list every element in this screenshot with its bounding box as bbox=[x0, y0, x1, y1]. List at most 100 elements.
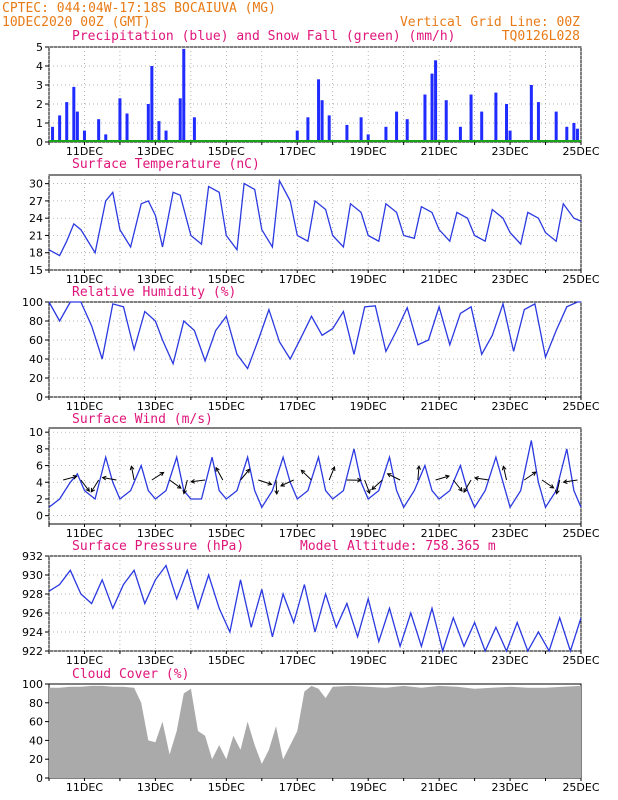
y-tick-label: 20 bbox=[29, 372, 43, 385]
wind-vector bbox=[452, 479, 463, 492]
x-tick-label: 19DEC bbox=[350, 145, 387, 158]
wind-vector-head bbox=[215, 466, 220, 472]
x-tick-label: 25DEC bbox=[562, 273, 599, 286]
y-tick-label: 18 bbox=[29, 247, 43, 260]
y-tick-label: 924 bbox=[22, 626, 43, 639]
precip-bar bbox=[118, 98, 122, 142]
precip-bar bbox=[480, 111, 484, 142]
frame-humidity bbox=[48, 301, 582, 398]
x-tick-label: 11DEC bbox=[66, 400, 103, 413]
y-tick-label: 926 bbox=[22, 607, 43, 620]
wind-vector-head bbox=[274, 490, 279, 496]
x-tick-label: 23DEC bbox=[492, 400, 529, 413]
y-tick-label: 27 bbox=[29, 195, 43, 208]
precip-bar bbox=[58, 115, 62, 142]
x-tick-label: 11DEC bbox=[66, 273, 103, 286]
y-tick-label: 21 bbox=[29, 229, 43, 242]
y-tick-label: 922 bbox=[22, 645, 43, 658]
wind-vector bbox=[80, 479, 90, 492]
precip-bar bbox=[182, 48, 186, 142]
frame-temperature bbox=[48, 174, 582, 271]
x-tick-label: 17DEC bbox=[279, 527, 316, 540]
x-tick-label: 25DEC bbox=[562, 400, 599, 413]
y-tick-label: 15 bbox=[29, 264, 43, 277]
wind-vector bbox=[435, 475, 450, 481]
x-tick-label: 13DEC bbox=[137, 145, 174, 158]
wind-vector-head bbox=[190, 479, 196, 484]
wind-vector bbox=[387, 473, 401, 481]
x-tick-label: 19DEC bbox=[350, 400, 387, 413]
wind-vector bbox=[240, 468, 250, 481]
header-grid-note: Vertical Grid Line: 00Z bbox=[400, 15, 580, 30]
precip-bar bbox=[51, 126, 55, 142]
x-tick-label: 19DEC bbox=[350, 527, 387, 540]
precip-bar bbox=[178, 98, 182, 142]
wind-vector bbox=[563, 479, 578, 483]
y-tick-label: 930 bbox=[22, 569, 43, 582]
x-tick-label: 13DEC bbox=[137, 781, 174, 794]
precip-bar bbox=[125, 113, 129, 142]
title-humidity: Relative Humidity (%) bbox=[72, 285, 236, 300]
plot-precipitation: 0 1 2 3 4 5 11DEC 13DEC 15DEC 17DEC 19DEC 21DEC 23DE… bbox=[36, 41, 600, 158]
wind-vector-head bbox=[531, 471, 537, 476]
precip-bar bbox=[157, 121, 161, 142]
precip-bar bbox=[494, 92, 498, 142]
y-tick-label: 4 bbox=[36, 60, 43, 73]
frame-pressure bbox=[48, 555, 582, 652]
x-tick-label: 23DEC bbox=[492, 781, 529, 794]
wind-vector-head bbox=[245, 468, 251, 474]
wind-vector bbox=[556, 479, 561, 494]
wind-vector bbox=[215, 467, 224, 481]
x-tick-label: 21DEC bbox=[421, 145, 458, 158]
precip-bar bbox=[345, 124, 349, 142]
precip-bar bbox=[82, 130, 86, 142]
y-tick-label: 24 bbox=[29, 212, 43, 225]
wind-vector-head bbox=[463, 488, 468, 494]
wind-vector-head bbox=[501, 465, 507, 471]
wind-vector-head bbox=[72, 474, 78, 480]
precip-bar bbox=[164, 130, 168, 142]
y-tick-label: 40 bbox=[29, 353, 43, 366]
plot-cloud-cover: 0 20 40 60 80 100 11DEC 13DEC 15DEC 17DEC 19DEC 21D… bbox=[22, 678, 600, 794]
panel-humidity: Relative Humidity (%) 0 20 40 60 80 100 11DEC 1… bbox=[22, 285, 600, 413]
wind-vector bbox=[183, 479, 188, 494]
y-tick-label: 80 bbox=[29, 315, 43, 328]
wind-vector-head bbox=[371, 485, 377, 491]
x-tick-label: 17DEC bbox=[279, 273, 316, 286]
wind-vector-head bbox=[416, 464, 422, 470]
wind-vector-head bbox=[85, 487, 90, 493]
wind-vector bbox=[90, 479, 100, 493]
precip-bar bbox=[536, 102, 540, 142]
x-tick-label: 17DEC bbox=[279, 781, 316, 794]
x-tick-label: 15DEC bbox=[208, 145, 245, 158]
precip-bar bbox=[508, 130, 512, 142]
wind-vector bbox=[463, 479, 472, 493]
precip-bar bbox=[320, 100, 324, 142]
precip-bar bbox=[395, 111, 399, 142]
wind-vector-head bbox=[159, 471, 165, 477]
precip-bar bbox=[366, 134, 370, 142]
x-tick-label: 19DEC bbox=[350, 273, 387, 286]
x-tick-label: 19DEC bbox=[350, 781, 387, 794]
x-tick-label: 15DEC bbox=[208, 527, 245, 540]
plot-temperature: 15 18 21 24 27 30 11DEC 13DEC 15DEC 17DEC 19DEC 21D… bbox=[29, 175, 600, 286]
y-tick-label: 1 bbox=[36, 117, 43, 130]
series-line bbox=[48, 564, 582, 654]
precip-bar bbox=[469, 94, 473, 142]
precip-bar bbox=[65, 102, 69, 142]
wind-vector bbox=[364, 479, 371, 494]
wind-vector bbox=[371, 479, 383, 490]
wind-vector-head bbox=[549, 484, 555, 489]
x-tick-label: 23DEC bbox=[492, 145, 529, 158]
wind-vector-head bbox=[562, 479, 568, 484]
model-altitude: Model Altitude: 758.365 m bbox=[300, 539, 496, 554]
wind-vector-head bbox=[129, 465, 135, 471]
precip-bar bbox=[327, 115, 331, 142]
title-wind: Surface Wind (m/s) bbox=[72, 412, 213, 427]
x-tick-label: 21DEC bbox=[421, 273, 458, 286]
header-station: CPTEC: 044:04W-17:18S BOCAIUVA (MG) bbox=[2, 1, 276, 16]
x-tick-label: 11DEC bbox=[66, 654, 103, 667]
precip-bar bbox=[146, 104, 150, 142]
wind-vector bbox=[502, 466, 508, 481]
x-tick-label: 11DEC bbox=[66, 145, 103, 158]
